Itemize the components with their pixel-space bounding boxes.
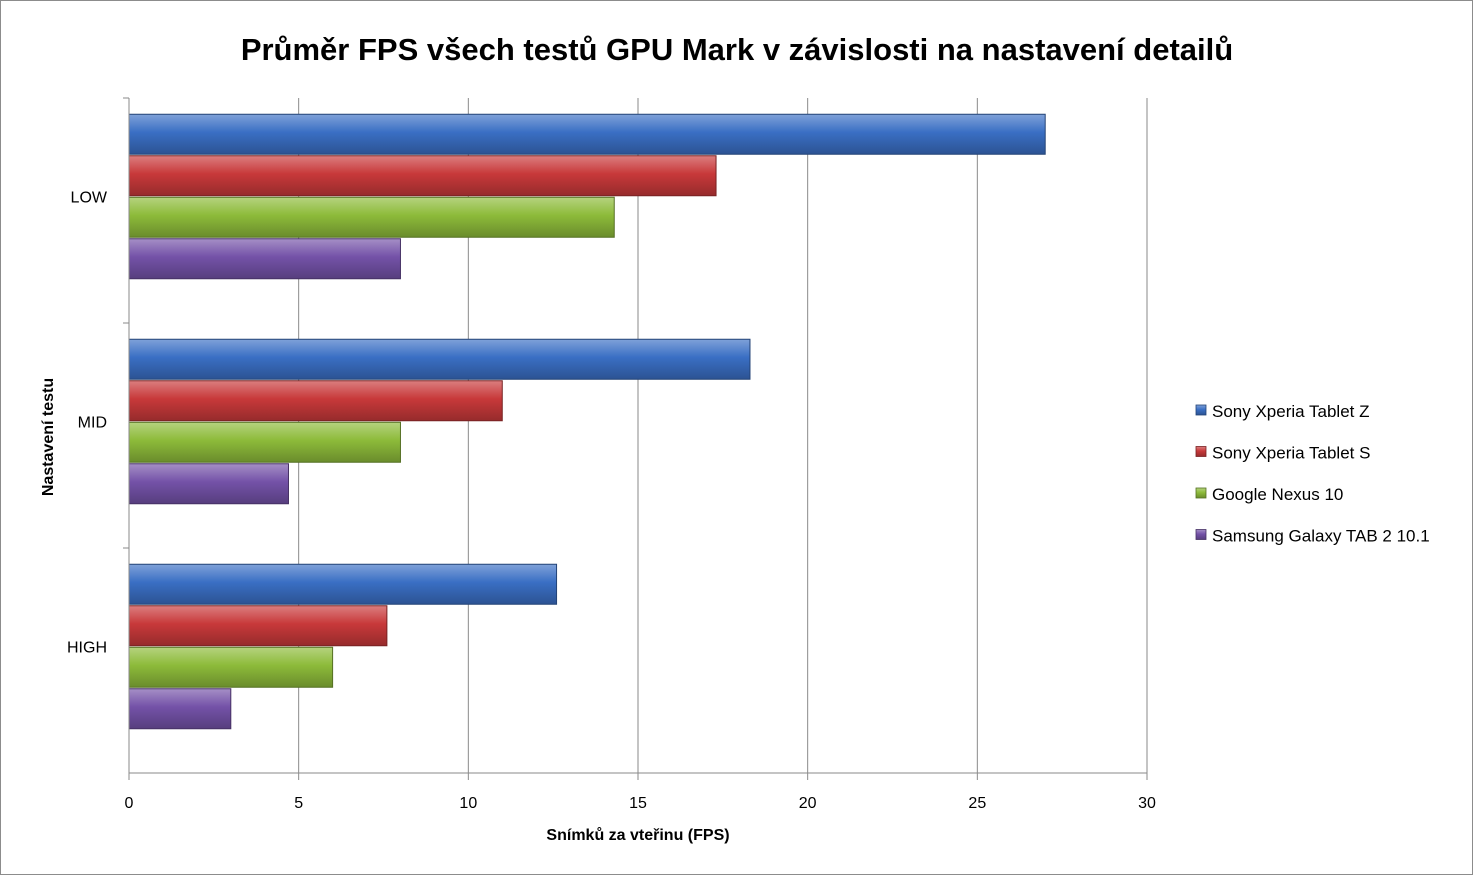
legend-swatch [1195, 529, 1207, 540]
legend-swatch [1195, 446, 1207, 457]
bars [128, 113, 1046, 730]
legend-label: Google Nexus 10 [1212, 485, 1343, 504]
bar [128, 380, 503, 422]
legend-label: Sony Xperia Tablet S [1212, 444, 1370, 463]
bar [128, 463, 289, 505]
axes: 0 5 10 15 20 25 30 LOW MID HIGH [67, 97, 1156, 812]
x-tick-label: 5 [294, 795, 303, 812]
bar [128, 605, 388, 647]
x-tick-label: 10 [459, 795, 477, 812]
bar [128, 688, 232, 730]
chart-title: Průměr FPS všech testů GPU Mark v závisl… [241, 32, 1233, 67]
x-axis-label: Snímků za vteřinu (FPS) [546, 827, 729, 844]
x-tick-label: 25 [968, 795, 986, 812]
legend: Sony Xperia Tablet Z Sony Xperia Tablet S… [1195, 402, 1430, 546]
bar [128, 155, 717, 197]
y-category-label: HIGH [67, 640, 107, 657]
bar [128, 338, 751, 380]
x-tick-label: 0 [125, 795, 134, 812]
legend-swatch [1195, 487, 1207, 499]
bar [128, 238, 401, 280]
bar [128, 421, 401, 463]
bar [128, 196, 615, 238]
x-tick-label: 30 [1138, 795, 1156, 812]
legend-label: Sony Xperia Tablet Z [1212, 402, 1370, 421]
y-axis-label: Nastavení testu [40, 378, 57, 496]
legend-label: Samsung Galaxy TAB 2 10.1 [1212, 527, 1430, 546]
bar [128, 563, 558, 605]
legend-swatch [1195, 404, 1207, 416]
bar [128, 113, 1046, 155]
y-category-label: MID [78, 415, 107, 432]
x-tick-label: 15 [629, 795, 647, 812]
bar [128, 646, 334, 688]
x-tick-label: 20 [799, 795, 817, 812]
y-category-label: LOW [71, 190, 108, 207]
